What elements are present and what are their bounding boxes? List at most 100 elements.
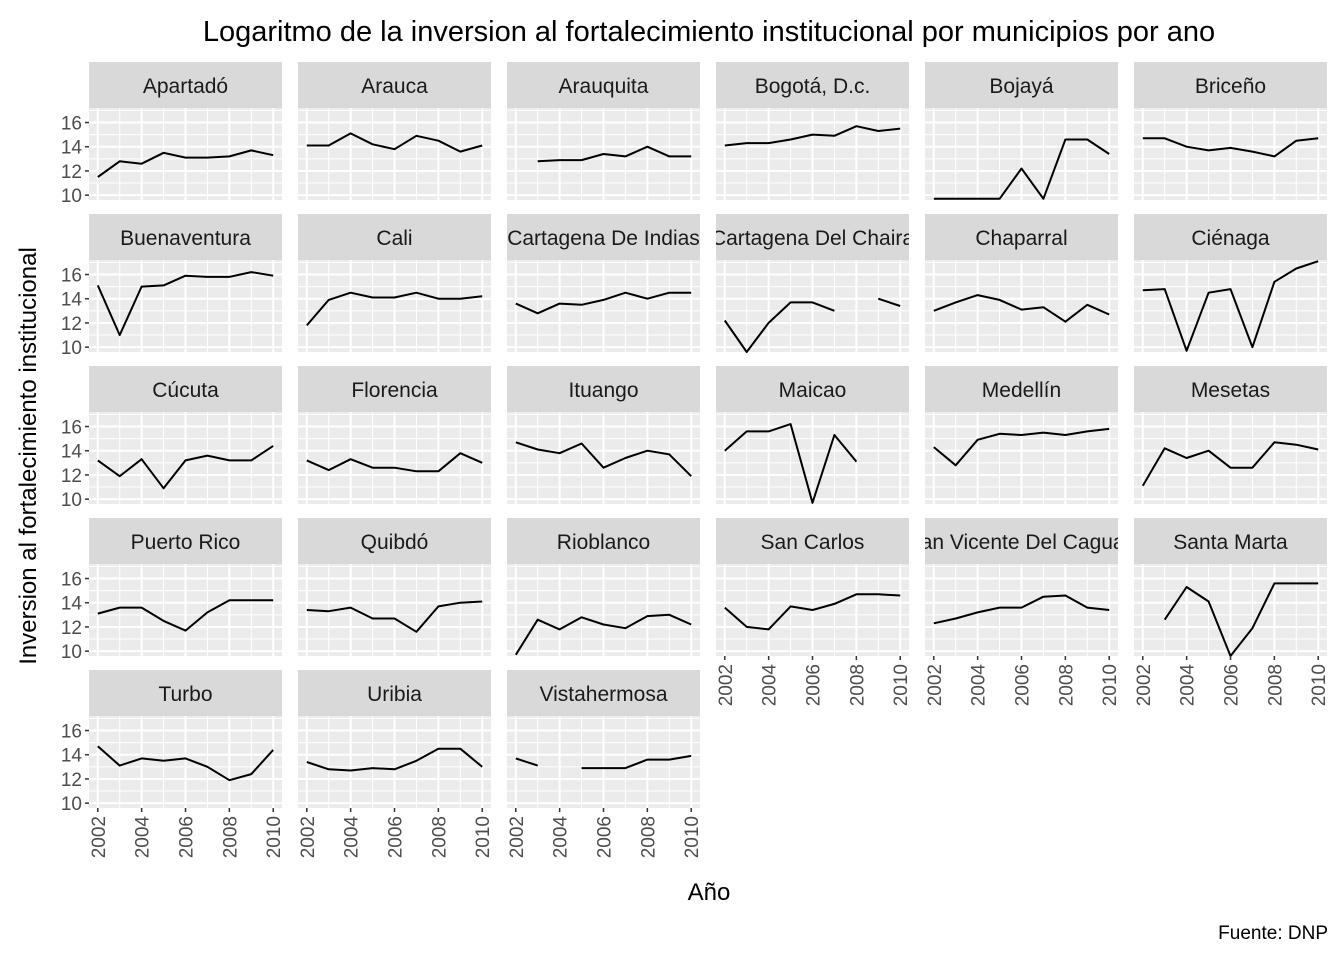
y-tick-label: 14 — [61, 290, 83, 311]
facet-strip — [298, 670, 491, 716]
series-line — [933, 138, 1110, 200]
x-tick-label: 2006 — [595, 816, 616, 858]
series-line — [724, 423, 858, 504]
x-tick-label: 2004 — [551, 816, 572, 859]
x-tick-label: 2006 — [804, 664, 825, 706]
facet-panel: Buenaventura 10 12 14 16 — [61, 214, 282, 359]
series-line — [96, 271, 274, 337]
facet-strip — [507, 62, 700, 108]
facet-strip — [1134, 62, 1327, 108]
facet-panel: San Vicente Del Caguan 2002 2004 2006 2008 20… — [907, 518, 1137, 707]
facet-strip — [925, 518, 1118, 564]
facet-strip — [716, 62, 909, 108]
facet-strip-label: Apartadó — [143, 75, 228, 98]
facet-strip-label: San Vicente Del Caguan — [907, 531, 1137, 554]
facet-panel: Arauca — [298, 62, 491, 200]
facet-panel: Chaparral — [925, 214, 1118, 352]
x-axis-title: Año — [688, 879, 731, 906]
y-tick-label: 14 — [61, 442, 83, 463]
facet-panel: Cali — [298, 214, 491, 352]
facet-strip-label: Cartagena Del Chaira — [711, 227, 914, 250]
y-tick-label: 14 — [61, 594, 83, 615]
series-line — [515, 441, 692, 477]
facet-panel: Cúcuta 10 12 14 16 — [61, 366, 282, 511]
facet-strip-label: Vistahermosa — [539, 683, 667, 706]
x-tick-label: 2006 — [1013, 664, 1034, 706]
facet-strip-label: Cúcuta — [152, 379, 219, 402]
x-tick-label: 2002 — [89, 816, 110, 858]
facet-strip-label: Florencia — [351, 379, 438, 402]
facet-strip-label: Briceño — [1195, 75, 1266, 98]
facet-strip — [1134, 518, 1327, 564]
facet-strip-label: Cartagena De Indias — [507, 227, 700, 250]
facet-strip-label: Maicao — [779, 379, 847, 402]
x-tick-label: 2008 — [220, 816, 241, 858]
facet-panel: Ciénaga — [1134, 214, 1327, 352]
y-tick-label: 10 — [61, 642, 82, 663]
facet-strip — [89, 366, 282, 412]
series-line — [1163, 582, 1319, 657]
facet-strip-label: Mesetas — [1191, 379, 1270, 402]
facet-strip — [507, 518, 700, 564]
facet-strip — [507, 366, 700, 412]
x-tick-label: 2010 — [1100, 664, 1121, 706]
x-tick-label: 2008 — [1056, 664, 1077, 706]
series-line — [1142, 260, 1319, 352]
series-line — [306, 747, 483, 772]
facet-strip-label: Cali — [376, 227, 412, 250]
facet-strip — [925, 366, 1118, 412]
facet-strip — [89, 518, 282, 564]
facet-strip — [1134, 366, 1327, 412]
facet-panel: Rioblanco — [507, 518, 700, 656]
facet-strip-label: San Carlos — [761, 531, 865, 554]
x-tick-label: 2004 — [969, 664, 990, 707]
series-line — [97, 445, 274, 490]
x-tick-label: 2010 — [473, 816, 494, 858]
facet-panel: Vistahermosa 2002 2004 2006 2008 2010 — [507, 670, 703, 858]
x-tick-label: 2002 — [298, 816, 319, 858]
facet-panel: Florencia — [298, 366, 491, 504]
series-line — [723, 297, 901, 353]
x-tick-label: 2002 — [925, 664, 946, 706]
chart-caption: Fuente: DNP — [1218, 923, 1328, 944]
series-line — [1141, 441, 1319, 487]
facet-strip-label: Bojayá — [989, 75, 1054, 98]
x-tick-label: 2002 — [507, 816, 528, 858]
facet-panel: Medellín — [925, 366, 1118, 504]
x-tick-label: 2010 — [682, 816, 703, 858]
x-tick-label: 2010 — [264, 816, 285, 858]
series-line — [933, 294, 1110, 323]
x-tick-label: 2004 — [342, 816, 363, 859]
y-tick-label: 12 — [61, 618, 82, 639]
facet-strip-label: Santa Marta — [1173, 531, 1288, 554]
facet-panel: Maicao — [716, 366, 909, 504]
facet-strip-label: Turbo — [158, 683, 212, 706]
y-tick-label: 12 — [61, 162, 82, 183]
facet-panel: Mesetas — [1134, 366, 1327, 504]
x-tick-label: 2004 — [1178, 664, 1199, 707]
facet-strip — [507, 670, 700, 716]
facet-strip — [89, 214, 282, 260]
facet-strip-label: Ituango — [568, 379, 638, 402]
facet-strip — [298, 62, 491, 108]
facet-strip-label: Medellín — [982, 379, 1061, 402]
y-tick-label: 16 — [61, 266, 82, 287]
y-tick-label: 14 — [61, 138, 83, 159]
facet-strip — [925, 214, 1118, 260]
y-tick-label: 16 — [61, 570, 82, 591]
y-tick-label: 10 — [61, 490, 82, 511]
series-line — [306, 600, 483, 633]
x-tick-label: 2002 — [1134, 664, 1155, 706]
facet-panel: Bojayá — [925, 62, 1118, 200]
series-line — [933, 427, 1110, 467]
series-line — [306, 291, 483, 327]
facet-panel: Uribia 2002 2004 2006 2008 2010 — [298, 670, 494, 858]
x-tick-label: 2008 — [1265, 664, 1286, 706]
x-tick-label: 2008 — [429, 816, 450, 858]
facet-panel: Quibdó — [298, 518, 491, 656]
facet-strip-label: Quibdó — [361, 531, 429, 554]
facet-strip — [89, 670, 282, 716]
facet-strip-label: Uribia — [367, 683, 422, 706]
facet-panel: Turbo 10 12 14 16 2002 2004 2006 2008 2010 — [61, 670, 285, 858]
facet-panel: Briceño — [1134, 62, 1327, 200]
